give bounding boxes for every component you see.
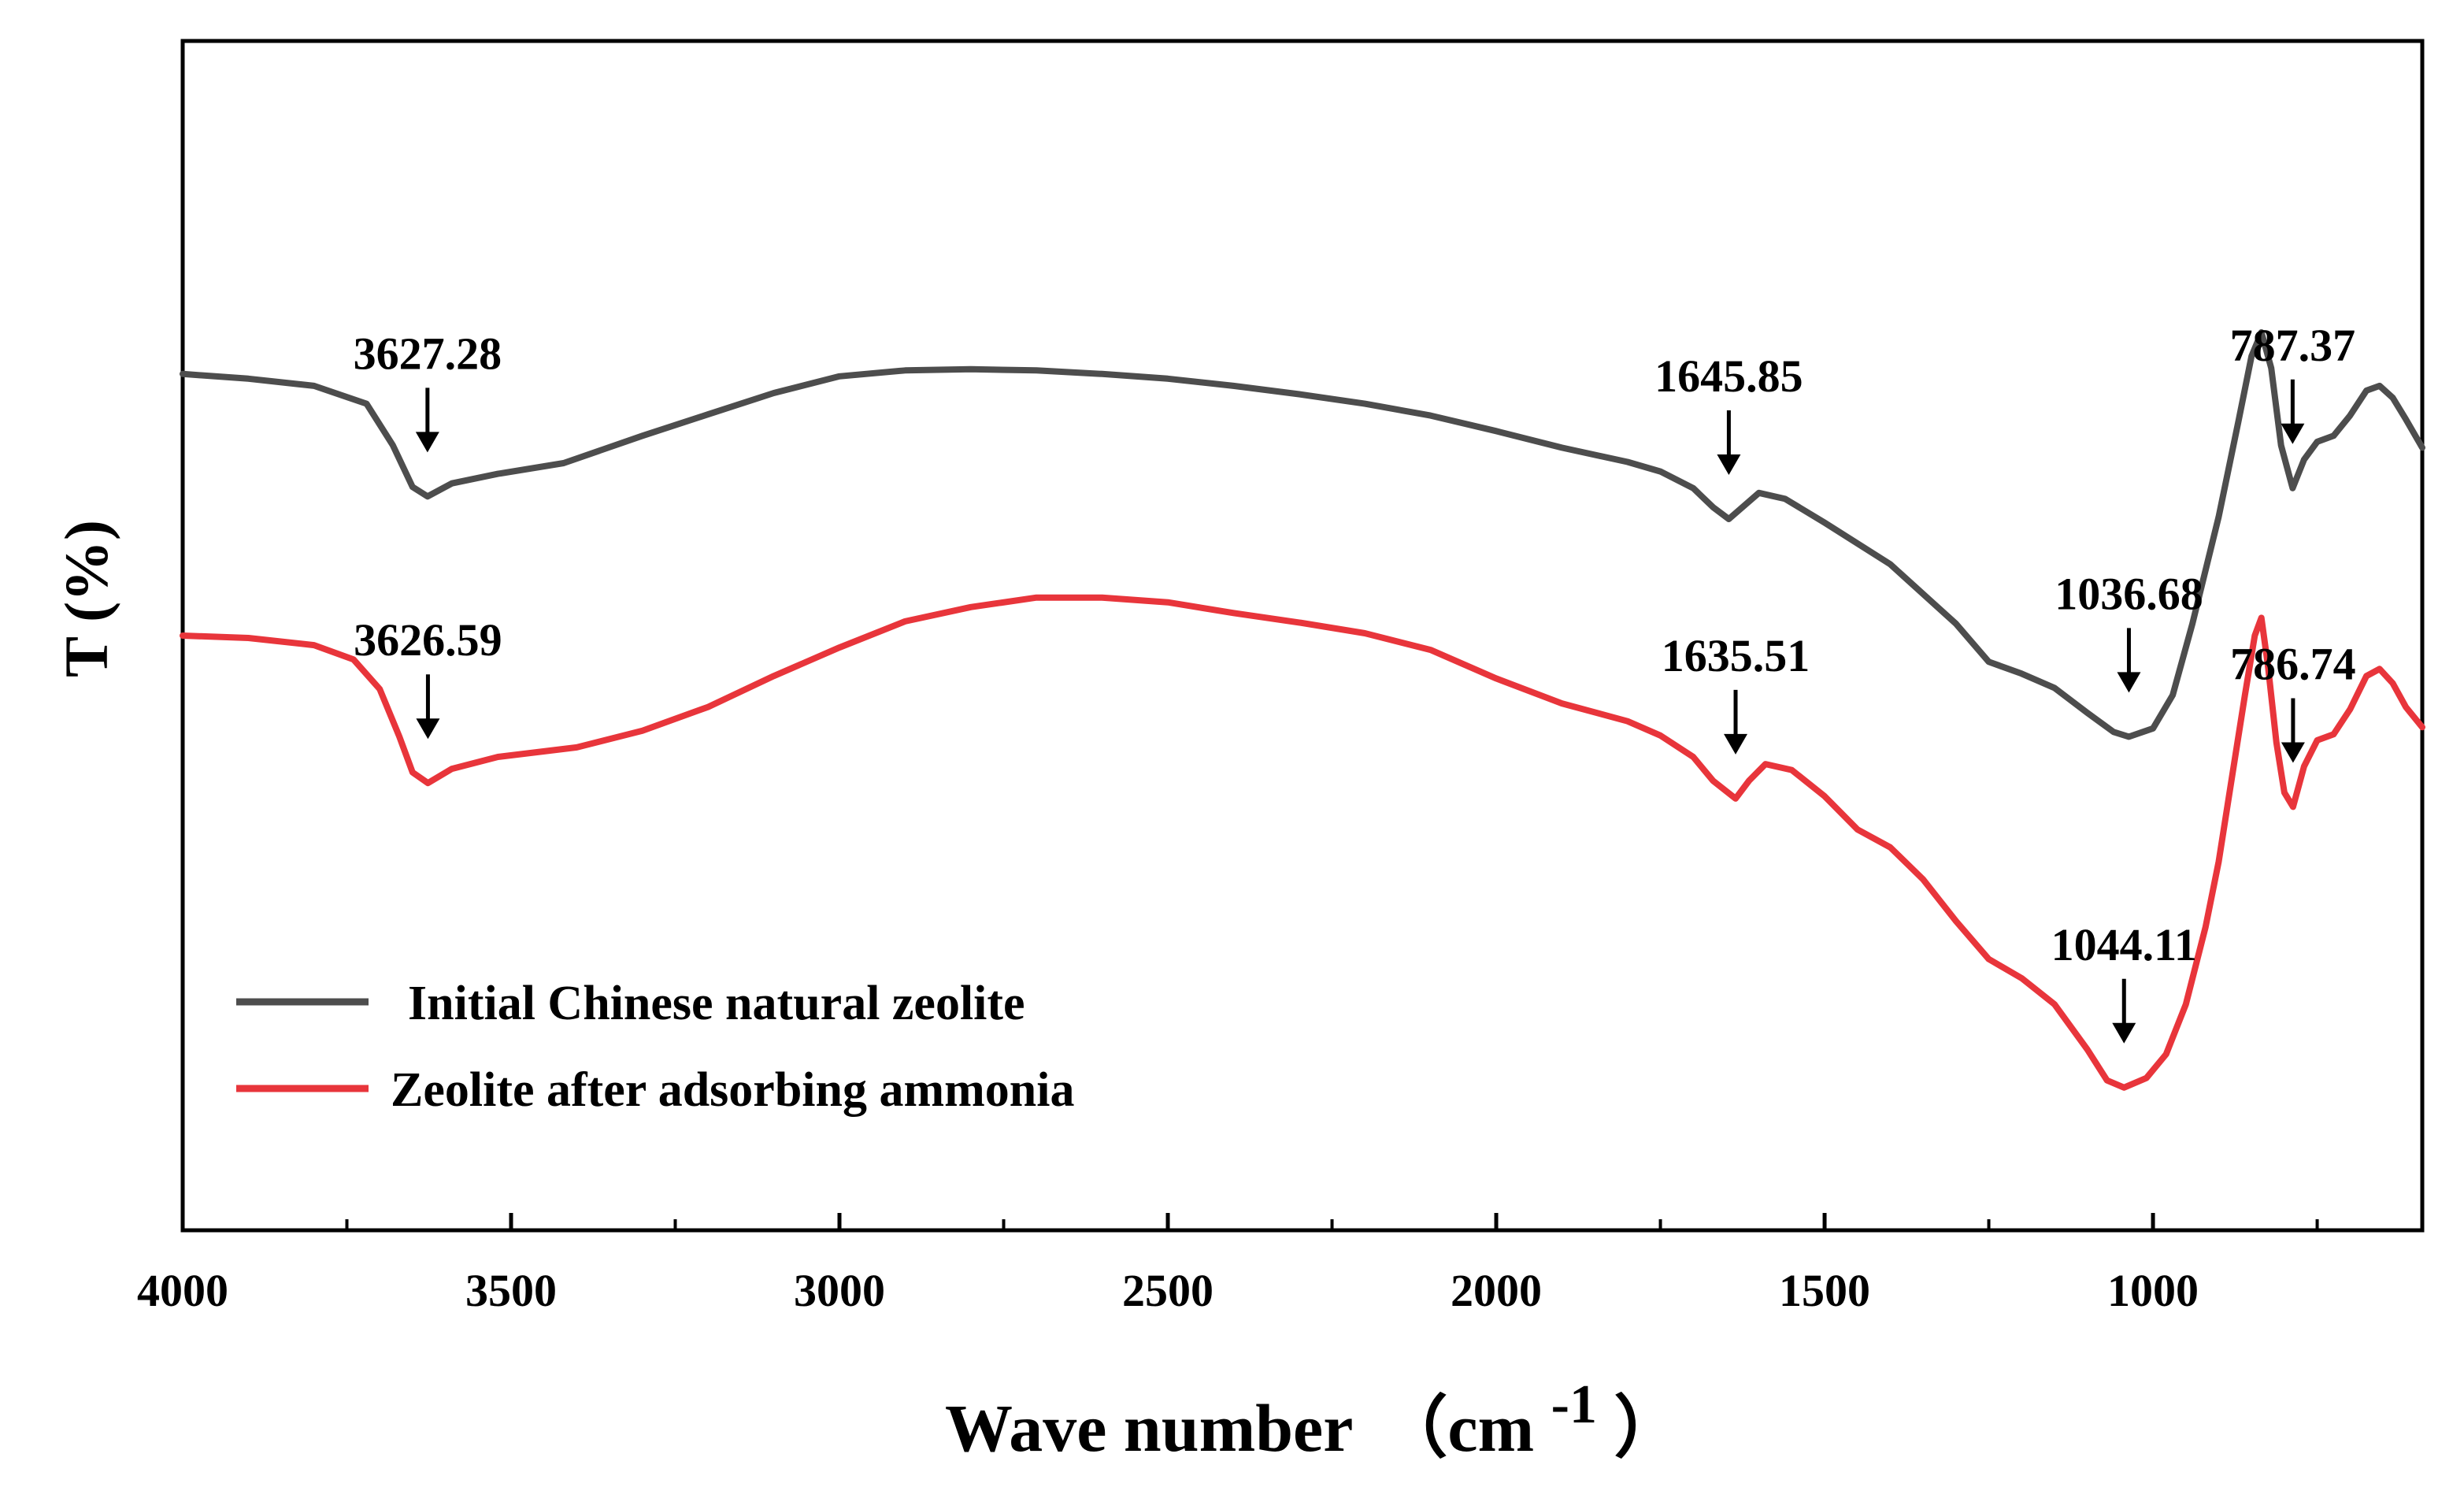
- series-lines: [180, 329, 2425, 1091]
- annotation-label: 1044.11: [2051, 919, 2197, 970]
- annotation-label: 3627.28: [354, 328, 502, 379]
- annotation-arrowhead: [1724, 733, 1748, 755]
- annotation-label: 1635.51: [1662, 630, 1810, 681]
- annotation-arrowhead: [2112, 1022, 2136, 1044]
- annotation-arrowhead: [415, 432, 439, 453]
- annotation-label: 787.37: [2230, 320, 2356, 371]
- series-line-1: [180, 329, 2425, 740]
- x-tick-label: 3500: [465, 1265, 557, 1316]
- annotation-arrowhead: [2281, 742, 2305, 763]
- x-tick-label: 2500: [1122, 1265, 1213, 1316]
- x-tick-label: 2000: [1451, 1265, 1542, 1316]
- annotation-label: 786.74: [2230, 638, 2356, 689]
- x-axis-title-unit-open: （cm: [1380, 1390, 1534, 1466]
- annotation-arrowhead: [416, 718, 440, 740]
- x-tick-label: 4000: [137, 1265, 228, 1316]
- x-tick-label: 1500: [1779, 1265, 1870, 1316]
- legend: Initial Chinese natural zeolite Zeolite a…: [236, 977, 1075, 1117]
- annotation-label: 1036.68: [2055, 568, 2203, 619]
- x-axis-title-unit-close: ）: [1614, 1390, 1681, 1466]
- x-axis-ticks: [180, 1213, 2319, 1230]
- legend-label-1: Initial Chinese natural zeolite: [408, 977, 1025, 1030]
- x-tick-label: 1000: [2107, 1265, 2199, 1316]
- x-axis-title-unit-exp: -1: [1551, 1374, 1597, 1435]
- annotation-label: 3626.59: [354, 614, 502, 666]
- y-axis-title: T (%): [52, 520, 120, 677]
- legend-label-2: Zeolite after adsorbing ammonia: [391, 1063, 1075, 1117]
- x-tick-label: 3000: [794, 1265, 885, 1316]
- peak-annotations: 3627.28 1645.85 1036.68 787.37 3626.59 1635.5…: [354, 320, 2356, 1044]
- x-axis-title-main: Wave number: [945, 1390, 1352, 1466]
- series-line-2: [180, 594, 2425, 1091]
- annotation-arrowhead: [1717, 454, 1741, 476]
- annotation-arrowhead: [2281, 423, 2305, 444]
- x-axis-tick-labels: 4000 3500 3000 2500 2000 1500 1000: [137, 1265, 2199, 1316]
- x-axis-title: Wave number （cm -1 ）: [945, 1362, 1681, 1466]
- annotation-arrowhead: [2117, 672, 2141, 693]
- annotation-label: 1645.85: [1654, 350, 1803, 402]
